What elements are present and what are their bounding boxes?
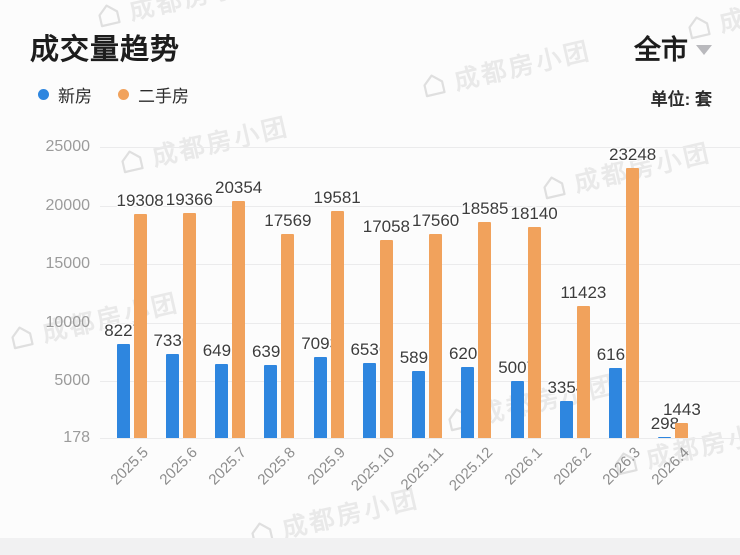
- bar-value-label: 6398: [251, 342, 290, 362]
- bar-new-homes-2025.10[interactable]: [362, 363, 376, 438]
- bottom-strip: [0, 538, 740, 555]
- bar-new-homes-2025.9[interactable]: [313, 356, 327, 438]
- bar-value-label: 8227: [104, 320, 143, 340]
- bar-value-label: 19308: [116, 190, 164, 210]
- x-axis-tick-label: 2025.5: [107, 444, 152, 489]
- x-axis-tick-label: 2025.12: [446, 444, 497, 495]
- bar-secondhand-homes-2026.1[interactable]: [527, 227, 541, 438]
- gridline: [100, 205, 740, 207]
- page-title: 成交量趋势: [30, 34, 181, 66]
- bar-secondhand-homes-2026.2[interactable]: [576, 306, 590, 438]
- legend-dot-secondhand-homes: [118, 89, 129, 100]
- bar-secondhand-homes-2026.3[interactable]: [626, 167, 640, 438]
- x-axis-tick-label: 2026.3: [599, 444, 645, 489]
- bar-value-label: 5007: [498, 358, 537, 378]
- bar-value-label: 6203: [448, 344, 487, 364]
- bar-value-label: 298: [650, 413, 680, 433]
- bar-new-homes-2026.4[interactable]: [658, 436, 672, 438]
- bar-value-label: 17569: [264, 211, 312, 231]
- bar-value-label: 7336: [153, 331, 192, 351]
- chevron-down-icon: [696, 44, 712, 55]
- legend-item-new-homes[interactable]: 新房: [38, 82, 92, 107]
- bar-new-homes-2026.2[interactable]: [559, 400, 573, 438]
- bar-value-label: 18585: [461, 199, 509, 219]
- bar-chart: 178 5000 10000 15000 20000 25000 8227 19308 2025…: [46, 138, 740, 494]
- x-axis-tick-label: 2025.10: [347, 444, 398, 495]
- bar-value-label: 1443: [662, 400, 701, 420]
- bar-new-homes-2025.12[interactable]: [461, 367, 475, 438]
- bar-secondhand-homes-2025.11[interactable]: [429, 234, 443, 438]
- bar-new-homes-2026.1[interactable]: [510, 381, 524, 438]
- bar-new-homes-2025.5[interactable]: [116, 343, 130, 438]
- x-axis-tick-label: 2025.6: [156, 444, 201, 489]
- bar-secondhand-homes-2025.8[interactable]: [281, 234, 295, 438]
- bar-value-label: 6536: [350, 340, 389, 360]
- chart-legend: 新房 二手房: [38, 82, 189, 107]
- bar-value-label: 19366: [165, 190, 214, 210]
- bar-value-label: 6491: [202, 341, 241, 360]
- unit-label: 单位: 套: [650, 90, 712, 109]
- y-axis-tick-label: 5000: [54, 372, 90, 390]
- bar-secondhand-homes-2025.5[interactable]: [133, 213, 147, 438]
- bar-value-label: 17560: [411, 211, 460, 231]
- bar-new-homes-2025.7[interactable]: [215, 364, 229, 438]
- bar-secondhand-homes-2025.12[interactable]: [478, 222, 492, 438]
- legend-label-new-homes: 新房: [58, 87, 92, 106]
- bar-new-homes-2025.8[interactable]: [264, 365, 278, 438]
- region-selector[interactable]: 全市: [634, 28, 712, 67]
- bar-value-label: 23248: [608, 144, 657, 164]
- gridline: [100, 322, 740, 324]
- bar-new-homes-2025.11[interactable]: [412, 370, 426, 438]
- bar-value-label: 3354: [547, 377, 586, 397]
- bar-value-label: 11423: [560, 283, 607, 303]
- x-axis-tick-label: 2025.8: [254, 444, 300, 489]
- bar-secondhand-homes-2026.4[interactable]: [675, 423, 689, 438]
- bar-secondhand-homes-2025.10[interactable]: [379, 240, 393, 438]
- x-axis-tick-label: 2026.2: [550, 444, 595, 489]
- legend-item-secondhand-homes[interactable]: 二手房: [118, 82, 189, 107]
- bar-value-label: 19581: [313, 187, 361, 207]
- legend-label-secondhand-homes: 二手房: [138, 87, 189, 106]
- x-axis-tick-label: 2026.4: [648, 444, 694, 489]
- bar-secondhand-homes-2025.6[interactable]: [182, 213, 196, 438]
- bar-secondhand-homes-2025.9[interactable]: [330, 210, 344, 438]
- bar-value-label: 6165: [596, 344, 635, 364]
- bar-value-label: 20354: [214, 178, 263, 198]
- x-axis-tick-label: 2025.7: [205, 444, 251, 489]
- y-axis-tick-label: 178: [63, 429, 90, 446]
- bar-value-label: 5898: [399, 347, 438, 367]
- bar-new-homes-2026.3[interactable]: [609, 367, 623, 438]
- bar-value-label: 18140: [510, 204, 558, 224]
- bar-new-homes-2025.6[interactable]: [165, 354, 179, 438]
- x-axis-tick-label: 2026.1: [501, 444, 546, 489]
- bar-value-label: 7093: [301, 333, 340, 353]
- bar-value-label: 17058: [362, 217, 411, 237]
- y-axis-tick-label: 10000: [45, 313, 91, 331]
- x-axis-tick-label: 2025.11: [397, 444, 448, 494]
- brand-watermark: 成都房小团: [416, 31, 595, 105]
- y-axis-tick-label: 15000: [45, 255, 91, 273]
- legend-dot-new-homes: [38, 89, 49, 100]
- y-axis-tick-label: 20000: [45, 196, 91, 214]
- gridline: [100, 438, 740, 439]
- y-axis-tick-label: 25000: [45, 138, 91, 155]
- gridline: [100, 147, 740, 148]
- bar-secondhand-homes-2025.7[interactable]: [232, 201, 246, 438]
- region-selector-label: 全市: [634, 35, 688, 65]
- x-axis-tick-label: 2025.9: [304, 444, 349, 489]
- gridline: [100, 264, 740, 266]
